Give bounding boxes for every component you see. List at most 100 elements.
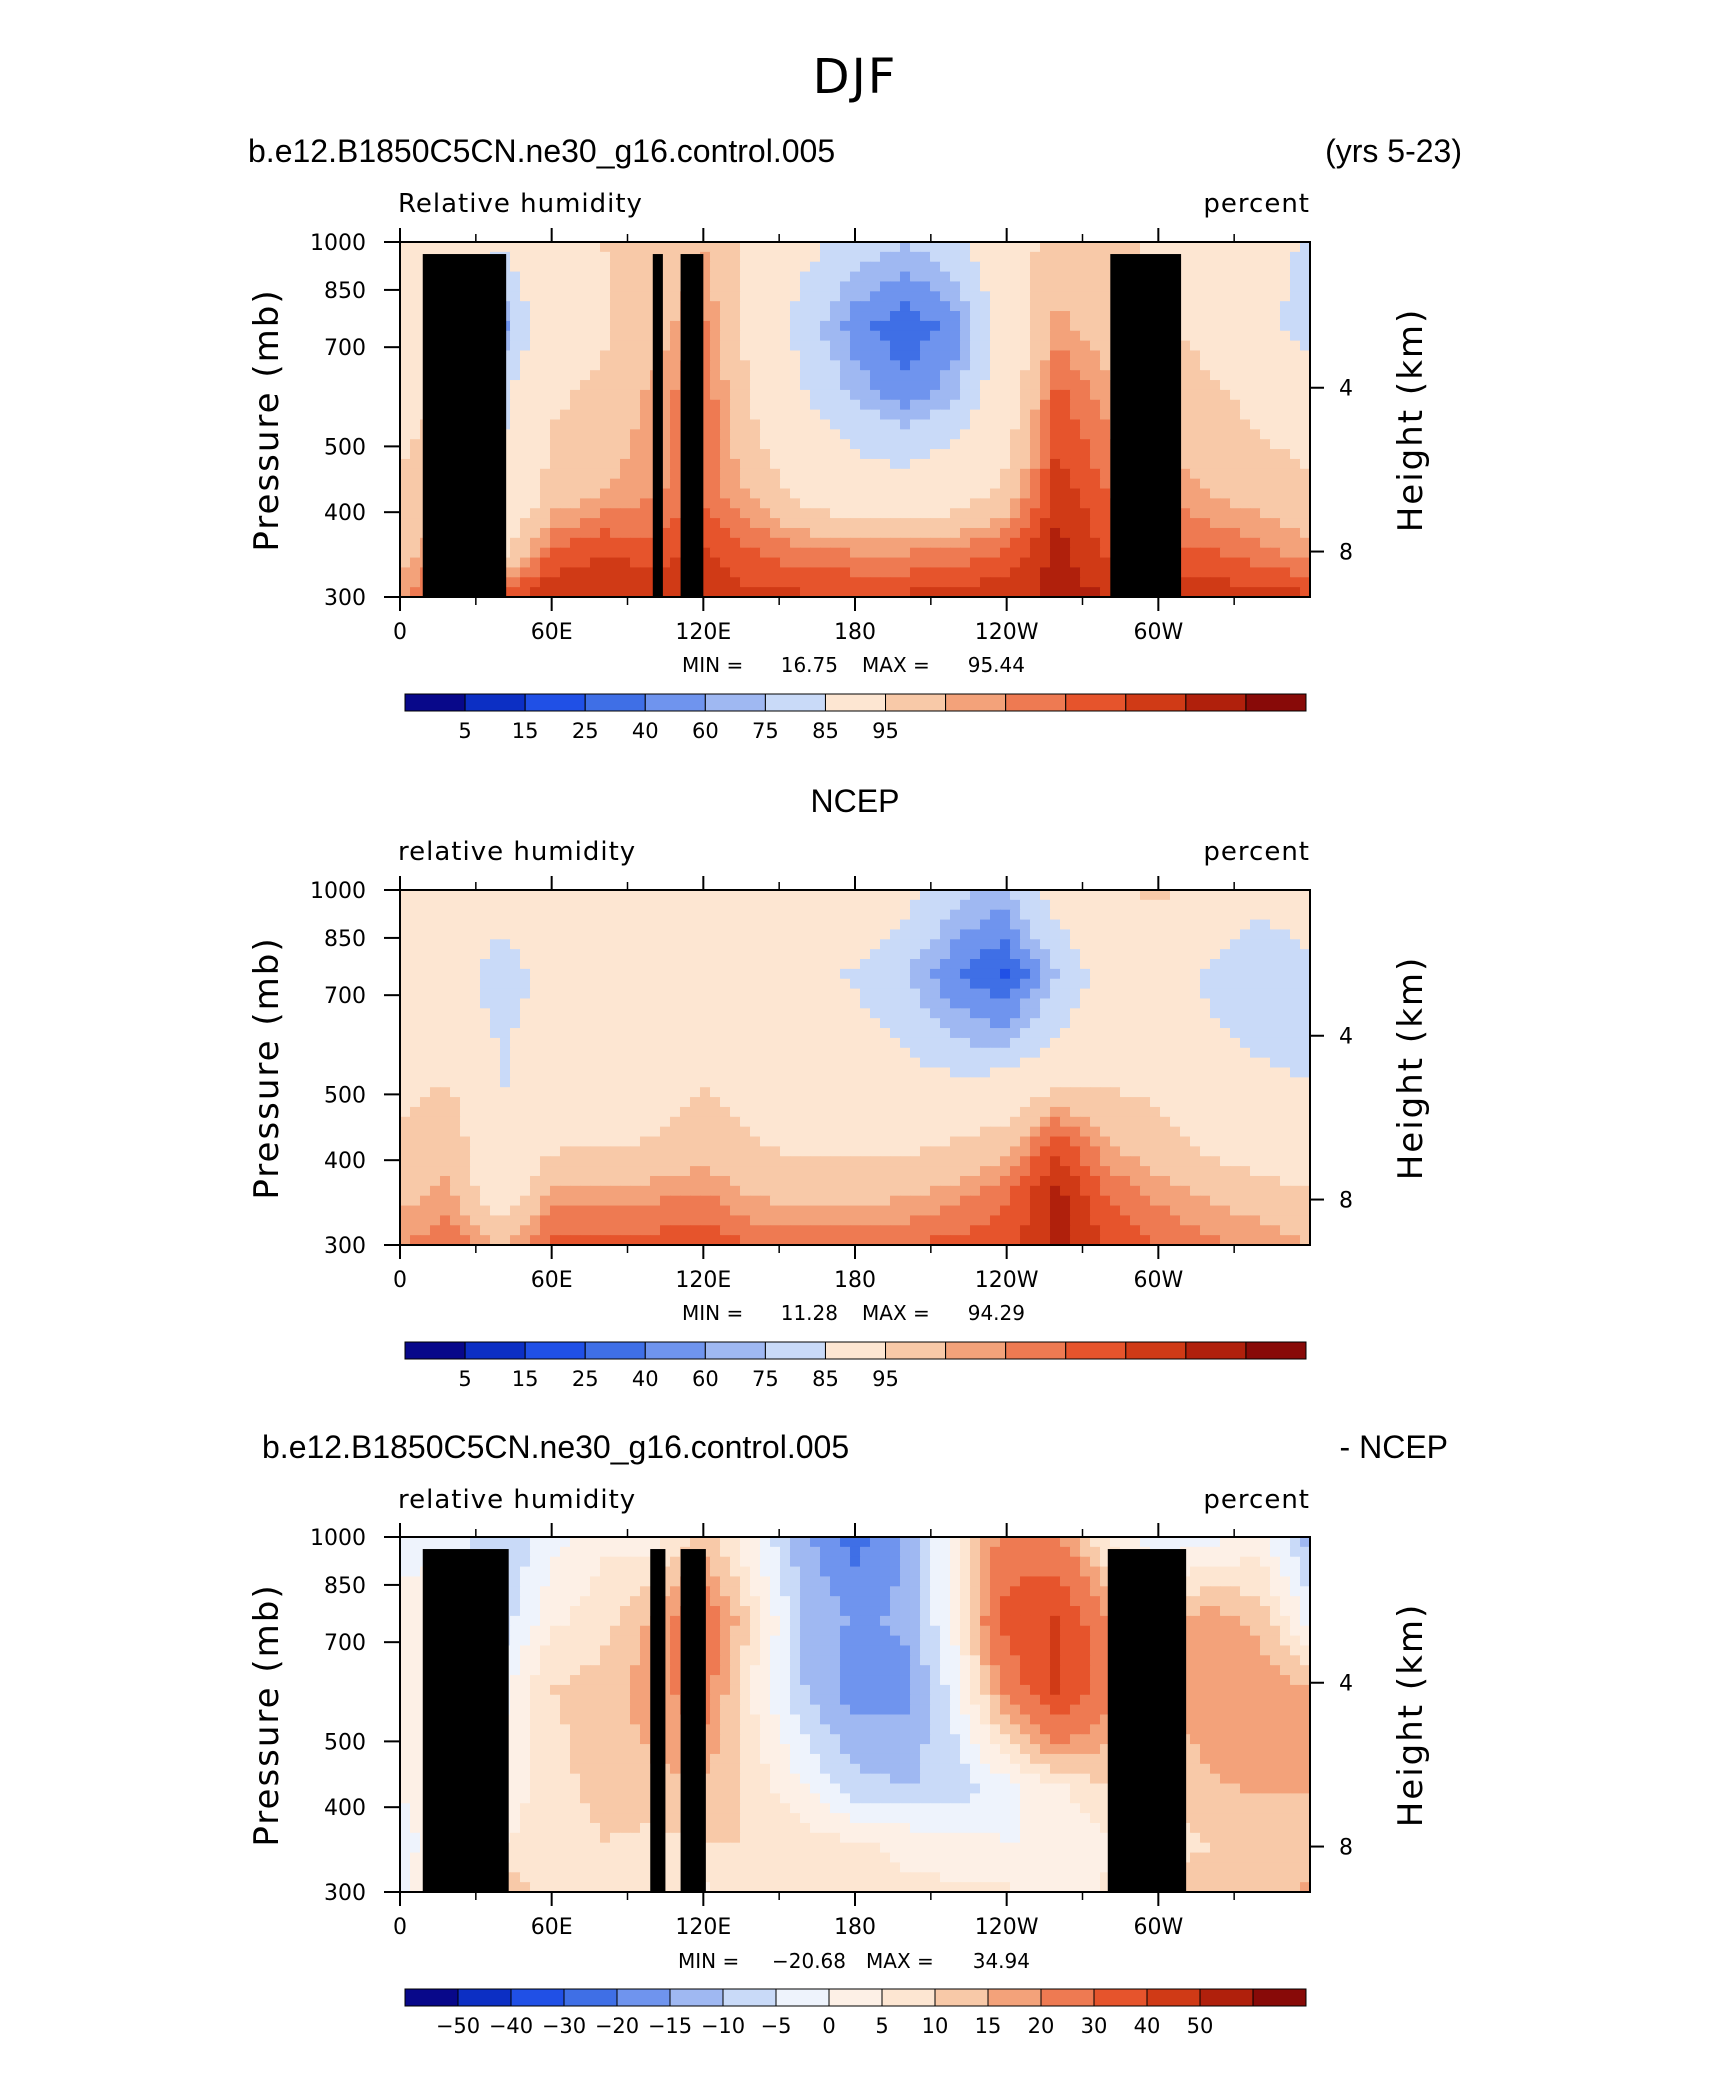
contour-cell xyxy=(620,301,631,312)
contour-cell xyxy=(760,577,771,588)
contour-cell xyxy=(710,527,721,539)
contour-cell xyxy=(1210,577,1221,588)
contour-cell xyxy=(1060,929,1071,940)
contour-cell xyxy=(670,968,681,980)
contour-cell xyxy=(510,1047,521,1059)
land-block xyxy=(468,283,504,597)
contour-cell xyxy=(740,939,751,950)
contour-cell xyxy=(870,1008,881,1019)
contour-cell xyxy=(710,350,721,361)
contour-cell xyxy=(980,389,991,401)
contour-cell xyxy=(1220,330,1231,342)
variable-label: Relative humidity xyxy=(398,189,643,219)
contour-cell xyxy=(1180,488,1191,499)
contour-cell xyxy=(530,429,541,440)
contour-cell xyxy=(590,409,601,421)
contour-cell xyxy=(670,488,681,499)
contour-cell xyxy=(880,488,891,499)
contour-cell xyxy=(410,478,421,490)
contour-cell xyxy=(850,909,861,921)
contour-cell xyxy=(1030,301,1041,312)
contour-cell xyxy=(740,1057,751,1069)
contour-cell xyxy=(1220,577,1231,588)
contour-cell xyxy=(1280,301,1291,312)
contour-cell xyxy=(1160,1028,1171,1039)
contour-cell xyxy=(560,978,571,990)
contour-cell xyxy=(530,1018,541,1029)
contour-cell xyxy=(800,251,811,263)
contour-cell xyxy=(540,1047,551,1059)
contour-cell xyxy=(560,577,571,588)
contour-cell xyxy=(1220,271,1231,283)
contour-cell xyxy=(430,899,441,911)
contour-cell xyxy=(530,929,541,940)
contour-cell xyxy=(420,1047,431,1059)
contour-cell xyxy=(520,919,531,931)
contour-cell xyxy=(770,978,781,990)
contour-cell xyxy=(480,899,491,911)
contour-cell xyxy=(850,527,861,539)
contour-cell xyxy=(910,370,921,381)
contour-cell xyxy=(1260,890,1271,901)
contour-cell xyxy=(1190,527,1201,539)
contour-cell xyxy=(780,567,791,578)
contour-cell xyxy=(960,261,971,273)
contour-cell xyxy=(880,557,891,569)
contour-cell xyxy=(1190,419,1201,430)
contour-cell xyxy=(780,458,791,470)
contour-cell xyxy=(550,360,561,371)
contour-cell xyxy=(1010,498,1021,509)
contour-cell xyxy=(670,439,681,450)
contour-cell xyxy=(870,508,881,519)
contour-cell xyxy=(1260,409,1271,421)
contour-cell xyxy=(1290,998,1301,1009)
contour-cell xyxy=(610,547,621,559)
contour-cell xyxy=(1070,919,1081,931)
contour-cell xyxy=(950,1057,961,1069)
contour-cell xyxy=(690,939,701,950)
contour-cell xyxy=(660,449,671,460)
contour-cell xyxy=(810,458,821,470)
contour-cell xyxy=(720,429,731,440)
contour-cell xyxy=(560,567,571,578)
contour-cell xyxy=(410,340,421,352)
contour-cell xyxy=(1270,537,1281,549)
contour-cell xyxy=(610,527,621,539)
contour-cell xyxy=(760,557,771,569)
x-tick-label: 120W xyxy=(975,620,1039,645)
contour-cell xyxy=(520,281,531,292)
contour-cell xyxy=(530,261,541,273)
contour-cell xyxy=(1170,1037,1181,1049)
contour-cell xyxy=(490,1008,501,1019)
contour-cell xyxy=(970,949,981,960)
contour-cell xyxy=(1300,380,1311,391)
contour-cell xyxy=(560,468,571,480)
contour-cell xyxy=(590,488,601,499)
contour-cell xyxy=(800,419,811,430)
contour-cell xyxy=(930,271,941,283)
contour-cell xyxy=(440,978,451,990)
contour-cell xyxy=(700,577,711,588)
contour-cell xyxy=(660,959,671,970)
contour-cell xyxy=(840,899,851,911)
contour-cell xyxy=(940,1008,951,1019)
contour-cell xyxy=(1260,1047,1271,1059)
contour-cell xyxy=(540,547,551,559)
contour-cell xyxy=(800,949,811,960)
contour-cell xyxy=(750,242,761,253)
contour-cell xyxy=(1040,890,1051,901)
contour-cell xyxy=(980,557,991,569)
contour-cell xyxy=(1230,537,1241,549)
contour-cell xyxy=(1030,271,1041,283)
contour-cell xyxy=(850,949,861,960)
contour-cell xyxy=(570,537,581,549)
contour-cell xyxy=(640,478,651,490)
contour-cell xyxy=(750,1018,761,1029)
contour-cell xyxy=(1290,291,1301,302)
contour-cell xyxy=(1220,1018,1231,1029)
contour-cell xyxy=(660,468,671,480)
contour-cell xyxy=(680,1047,691,1059)
contour-cell xyxy=(750,350,761,361)
contour-cell xyxy=(1170,919,1181,931)
contour-cell xyxy=(950,439,961,450)
